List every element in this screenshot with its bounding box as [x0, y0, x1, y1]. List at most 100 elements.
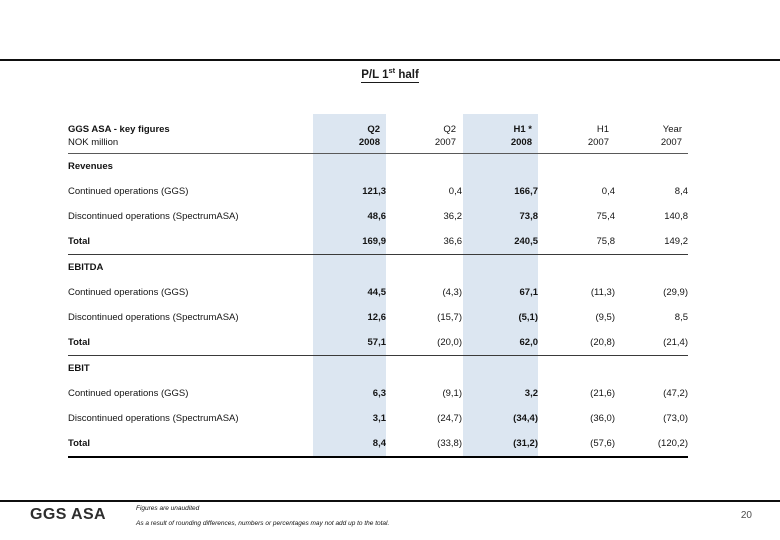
- empty-cell: [615, 154, 688, 180]
- value-cell: (34,4): [513, 413, 538, 424]
- table-subtitle: NOK million: [68, 137, 119, 148]
- table-row: Total 169,9 36,6 240,5 75,8 149,2: [68, 229, 688, 255]
- table-row: Continued operations (GGS) 121,3 0,4 166,7 0…: [68, 179, 688, 204]
- empty-cell: [298, 356, 386, 382]
- column-period: H1 *: [513, 124, 532, 135]
- value-cell: (33,8): [386, 431, 462, 458]
- title-superscript: st: [388, 66, 396, 75]
- column-period: Year: [662, 124, 682, 135]
- value-cell: 73,8: [519, 211, 539, 222]
- value-cell: (31,2): [462, 431, 538, 458]
- value-cell: 67,1: [519, 287, 539, 298]
- value-cell: (47,2): [663, 388, 688, 399]
- value-cell: 169,9: [298, 229, 386, 255]
- column-period: Q2: [443, 124, 456, 135]
- row-label: Total: [68, 330, 298, 356]
- value-cell: 8,4: [298, 431, 386, 458]
- value-cell: 75,4: [596, 211, 616, 222]
- value-cell: 166,7: [514, 186, 538, 197]
- table-row: Continued operations (GGS) 6,3 (9,1) 3,2 (21…: [68, 381, 688, 406]
- highlight-column-q2-2008: [313, 114, 386, 458]
- column-header-1: Q2 2008: [298, 112, 386, 154]
- key-figures-table: GGS ASA - key figures NOK million Q2 2008 Q2…: [68, 112, 688, 458]
- empty-cell: [615, 356, 688, 382]
- company-logo: GGS ASA: [30, 506, 106, 523]
- empty-cell: [298, 255, 386, 281]
- value-cell: 12,6: [367, 312, 387, 323]
- value-cell: 149,2: [615, 229, 688, 255]
- value-cell: 6,3: [372, 388, 386, 399]
- value-cell: 3,1: [372, 413, 386, 424]
- table-row: Continued operations (GGS) 44,5 (4,3) 67,1 (…: [68, 280, 688, 305]
- column-year: 2008: [358, 137, 380, 148]
- value-cell: 57,1: [298, 330, 386, 356]
- column-period: H1: [596, 124, 609, 135]
- footnote-unaudited: Figures are unaudited: [136, 505, 200, 512]
- empty-cell: [462, 154, 538, 180]
- column-header-5: Year 2007: [615, 112, 688, 154]
- top-divider: [0, 59, 780, 61]
- empty-cell: [615, 255, 688, 281]
- empty-cell: [538, 154, 615, 180]
- value-cell: (73,0): [663, 413, 688, 424]
- value-cell: (21,6): [590, 388, 615, 399]
- row-label: Continued operations (GGS): [68, 186, 189, 197]
- section-header-label: EBITDA: [68, 262, 104, 273]
- column-header-4: H1 2007: [538, 112, 615, 154]
- table-row: Discontinued operations (SpectrumASA) 12,…: [68, 305, 688, 330]
- value-cell: 75,8: [538, 229, 615, 255]
- value-cell: (120,2): [615, 431, 688, 458]
- value-cell: 3,2: [524, 388, 538, 399]
- value-cell: (5,1): [518, 312, 538, 323]
- section-header-label: EBIT: [68, 363, 90, 374]
- empty-cell: [538, 356, 615, 382]
- empty-cell: [386, 356, 462, 382]
- value-cell: (20,0): [386, 330, 462, 356]
- section-header-label: Revenues: [68, 161, 113, 172]
- empty-cell: [538, 255, 615, 281]
- value-cell: 62,0: [462, 330, 538, 356]
- section-header-row: Revenues: [68, 154, 688, 180]
- value-cell: 8,5: [674, 312, 688, 323]
- value-cell: 48,6: [367, 211, 387, 222]
- table-header: GGS ASA - key figures NOK million Q2 2008 Q2…: [68, 112, 688, 154]
- table-row: Total 8,4 (33,8) (31,2) (57,6) (120,2): [68, 431, 688, 458]
- value-cell: (9,5): [595, 312, 615, 323]
- row-label: Discontinued operations (SpectrumASA): [68, 312, 239, 323]
- footer-notes: Figures are unaudited As a result of rou…: [136, 505, 389, 527]
- value-cell: (21,4): [615, 330, 688, 356]
- value-cell: (57,6): [538, 431, 615, 458]
- row-label: Continued operations (GGS): [68, 388, 189, 399]
- value-cell: 36,6: [386, 229, 462, 255]
- row-label: Discontinued operations (SpectrumASA): [68, 413, 239, 424]
- table-title-cell: GGS ASA - key figures NOK million: [68, 112, 298, 154]
- empty-cell: [462, 255, 538, 281]
- value-cell: 0,4: [448, 186, 462, 197]
- value-cell: 44,5: [367, 287, 387, 298]
- value-cell: 240,5: [462, 229, 538, 255]
- empty-cell: [386, 255, 462, 281]
- column-period: Q2: [367, 124, 380, 135]
- empty-cell: [386, 154, 462, 180]
- page-title-text: P/L 1st half: [361, 66, 419, 83]
- value-cell: (4,3): [442, 287, 462, 298]
- value-cell: 140,8: [664, 211, 688, 222]
- section-header-row: EBITDA: [68, 255, 688, 281]
- section-header-row: EBIT: [68, 356, 688, 382]
- value-cell: 0,4: [601, 186, 615, 197]
- column-header-3: H1 * 2008: [462, 112, 538, 154]
- row-label: Total: [68, 229, 298, 255]
- value-cell: 36,2: [443, 211, 463, 222]
- column-year: 2008: [510, 137, 532, 148]
- column-year: 2007: [587, 137, 609, 148]
- footnote-rounding: As a result of rounding differences, num…: [136, 520, 390, 527]
- value-cell: 8,4: [674, 186, 688, 197]
- table-row: Discontinued operations (SpectrumASA) 3,1…: [68, 406, 688, 431]
- page-number: 20: [740, 510, 752, 521]
- value-cell: (36,0): [590, 413, 615, 424]
- row-label: Continued operations (GGS): [68, 287, 189, 298]
- empty-cell: [462, 356, 538, 382]
- value-cell: (20,8): [538, 330, 615, 356]
- bottom-divider: [0, 500, 780, 502]
- table-body: Revenues Continued operations (GGS) 121,3 0…: [68, 154, 688, 458]
